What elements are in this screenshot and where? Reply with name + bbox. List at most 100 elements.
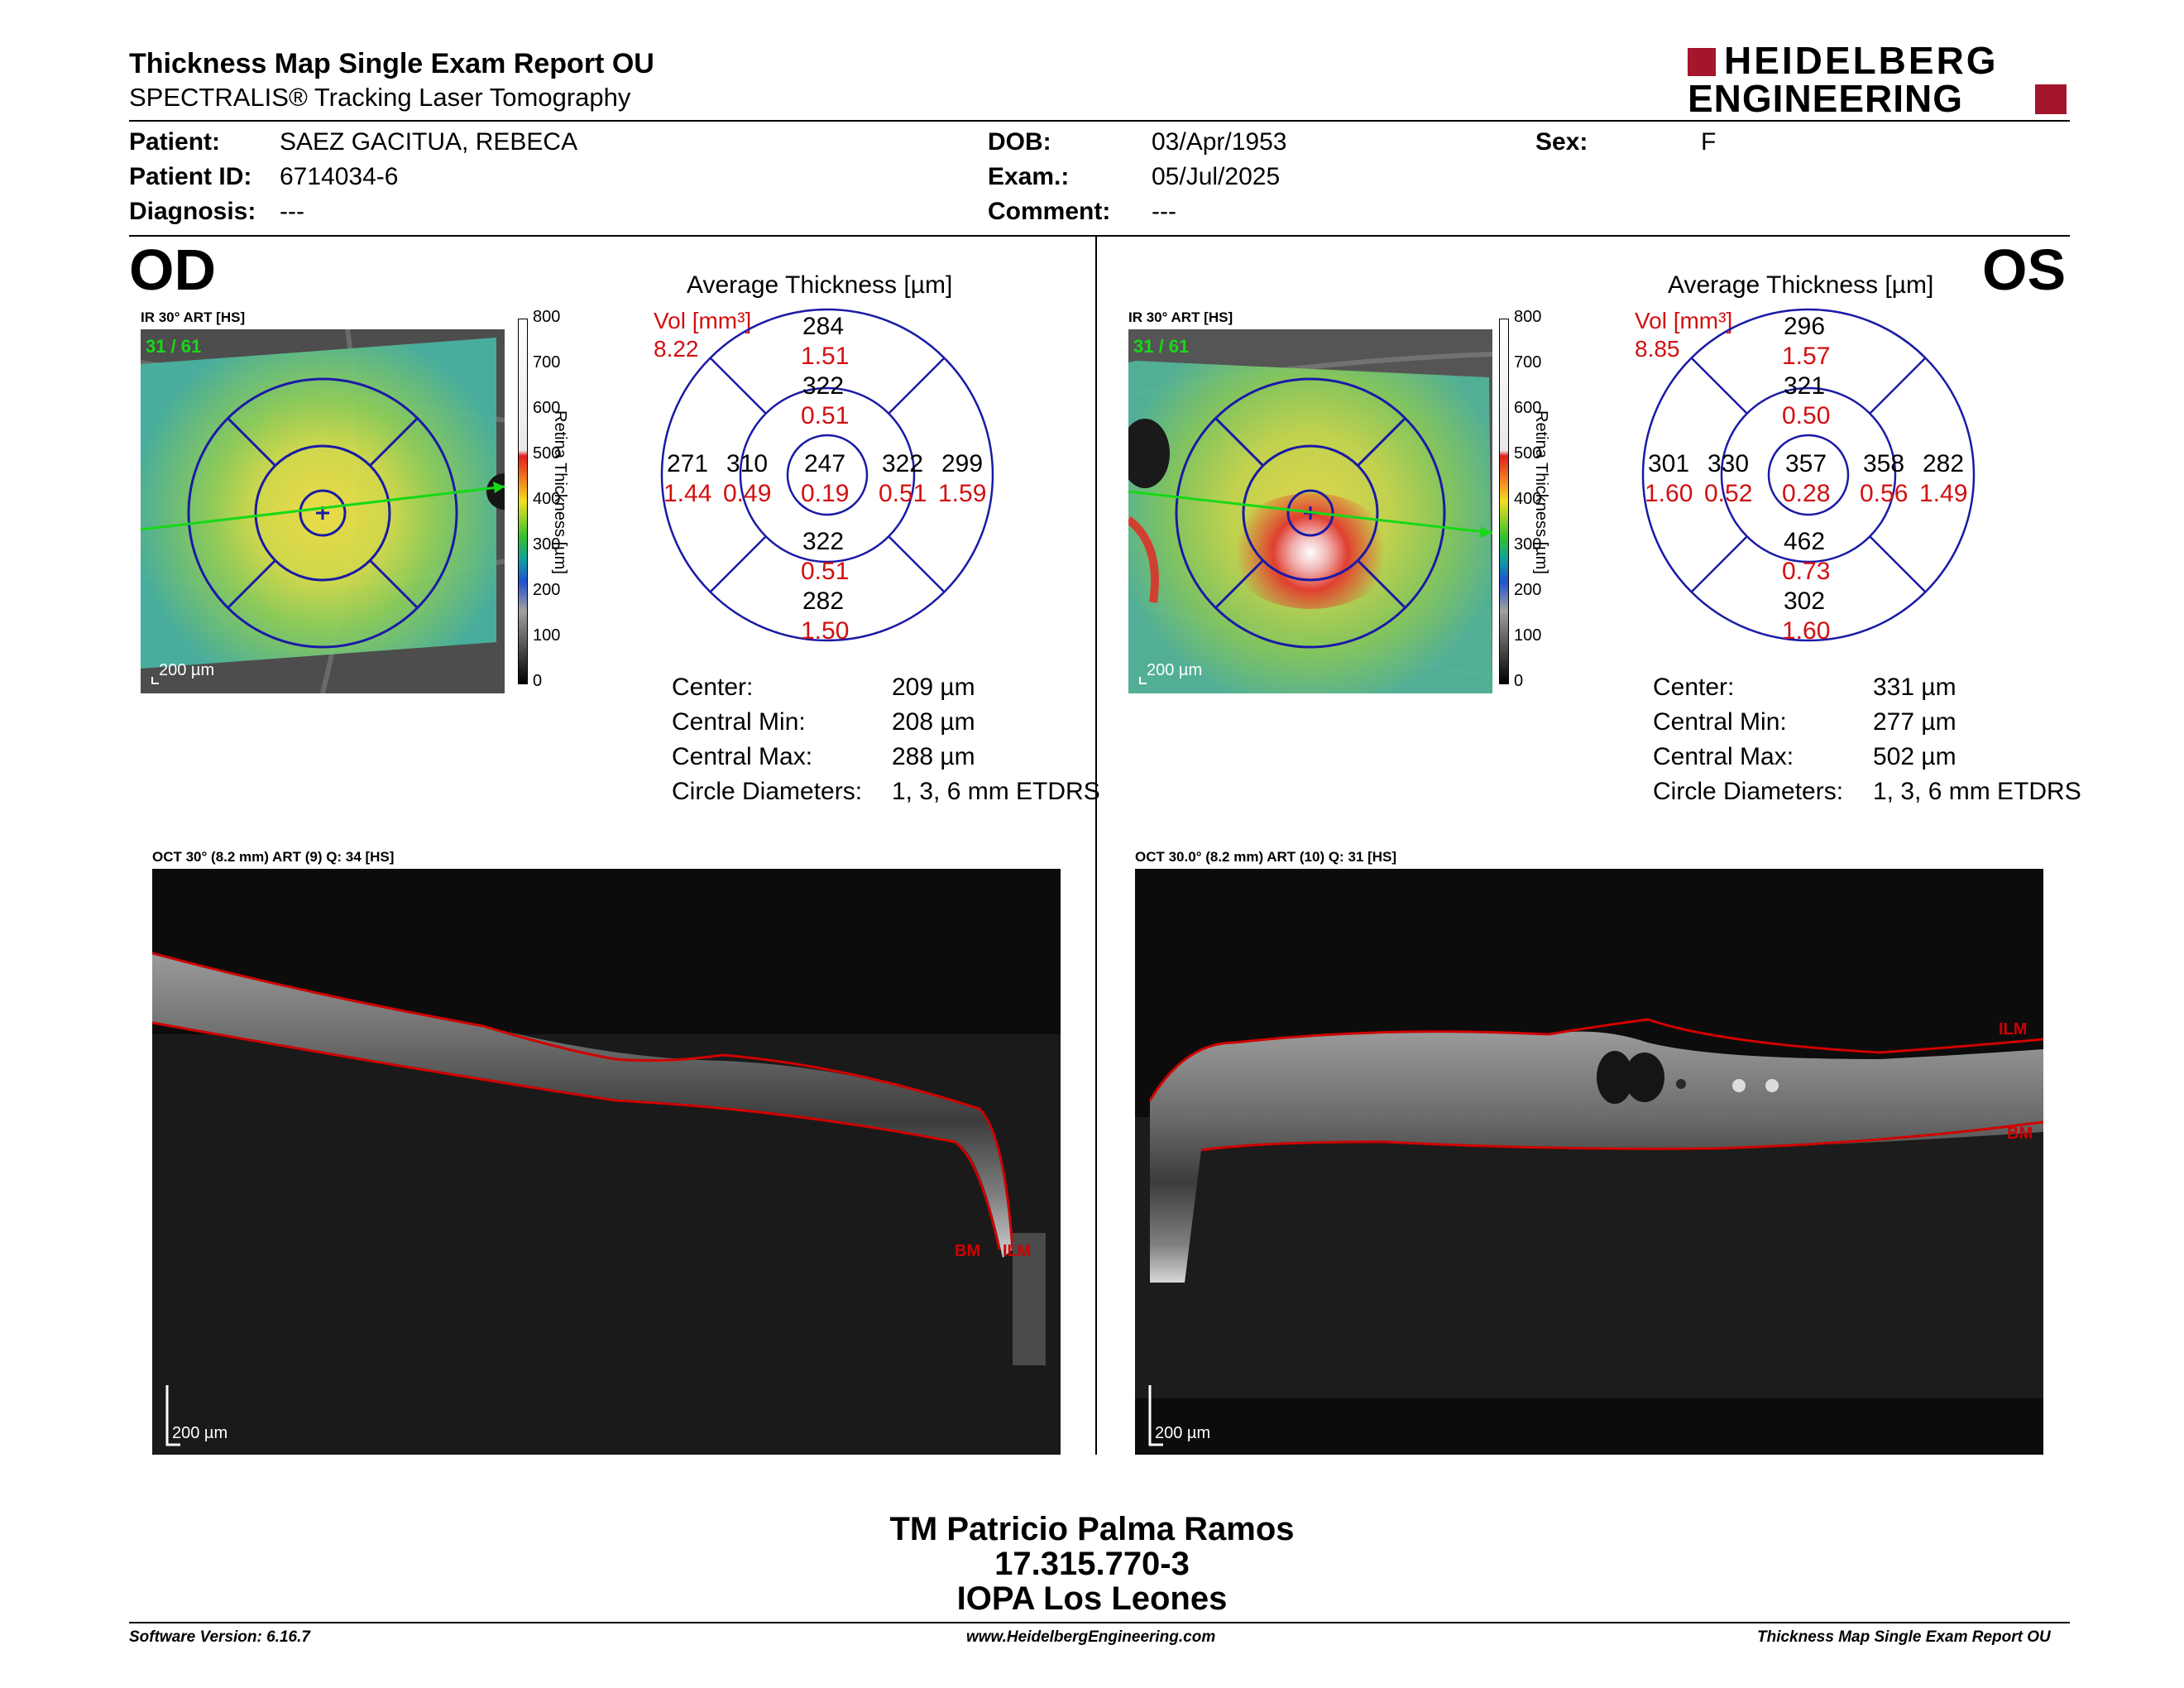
os-diam-value: 1, 3, 6 mm ETDRS: [1873, 778, 2081, 805]
od-bottom-inner: 322: [802, 528, 845, 555]
center-divider: [1095, 237, 1097, 1455]
od-frames-label: 31 / 61: [146, 336, 201, 357]
logo-square-bottom: [2035, 84, 2067, 114]
os-top-outer: 296: [1784, 313, 1826, 340]
os-nasal-outer: 301: [1648, 450, 1690, 477]
diagnosis-value: ---: [280, 198, 304, 225]
od-etdrs-title: Average Thickness [µm]: [687, 271, 953, 299]
od-eye-label: OD: [129, 237, 216, 302]
signature-rut: 17.315.770-3: [994, 1546, 1190, 1582]
patient-id-label: Patient ID:: [129, 163, 252, 190]
sex-label: Sex:: [1535, 128, 1588, 156]
os-colorbar-label: Retina Thickness [µm]: [1532, 410, 1550, 574]
sex-value: F: [1701, 128, 1717, 156]
od-top-inner: 322: [802, 372, 845, 400]
patient-divider: [129, 235, 2070, 237]
website-link[interactable]: www.HeidelbergEngineering.com: [966, 1628, 1216, 1646]
os-min-value: 277 µm: [1873, 708, 1956, 736]
logo-square-top: [1688, 48, 1716, 76]
od-center: 247: [804, 450, 846, 477]
os-bm-label: BM: [2007, 1125, 2033, 1143]
od-nasal-outer-vol: 1.44: [663, 480, 712, 507]
os-vol-label: Vol [mm³]: [1635, 308, 1733, 333]
od-colorbar-tick: 0: [533, 672, 543, 690]
os-top-inner: 321: [1784, 372, 1826, 400]
os-top-inner-vol: 0.50: [1782, 402, 1831, 429]
heidelberg-logo: HEIDELBERG ENGINEERING: [1688, 41, 2068, 120]
od-diam-value: 1, 3, 6 mm ETDRS: [892, 778, 1100, 805]
os-oct-scan: ILM BM 200 µm: [1135, 869, 2043, 1455]
od-temporal-inner: 322: [882, 450, 924, 477]
os-center-value: 331 µm: [1873, 674, 1956, 701]
signature-institution: IOPA Los Leones: [956, 1580, 1228, 1617]
exam-value: 05/Jul/2025: [1152, 163, 1281, 190]
os-max-value: 502 µm: [1873, 743, 1956, 770]
od-oct-scale: 200 µm: [172, 1424, 228, 1442]
od-oct-scan: BM ILM 200 µm: [152, 869, 1061, 1455]
os-bottom-outer: 302: [1784, 587, 1826, 615]
comment-label: Comment:: [988, 198, 1111, 225]
os-bottom-inner-vol: 0.73: [1782, 558, 1831, 585]
comment-value: ---: [1152, 198, 1176, 225]
os-temporal-inner: 358: [1863, 450, 1905, 477]
os-etdrs-title: Average Thickness [µm]: [1668, 271, 1934, 299]
footer-divider: [129, 1622, 2070, 1623]
os-thickness-map: 31 / 61 200 µm: [1128, 329, 1492, 693]
dob-value: 03/Apr/1953: [1152, 128, 1287, 156]
od-etdrs-grid: [660, 308, 994, 642]
os-temporal-outer: 282: [1923, 450, 1965, 477]
od-colorbar-tick: 400: [533, 490, 561, 508]
od-colorbar-tick: 800: [533, 308, 561, 326]
od-nasal-outer: 271: [667, 450, 709, 477]
od-bottom-outer-vol: 1.50: [801, 617, 850, 645]
od-colorbar-tick: 600: [533, 399, 561, 417]
diagnosis-label: Diagnosis:: [129, 198, 256, 225]
od-vol-label: Vol [mm³]: [654, 308, 752, 333]
od-vol-value: 8.22: [654, 336, 699, 362]
report-title: Thickness Map Single Exam Report OU: [129, 48, 654, 79]
os-center: 357: [1785, 450, 1827, 477]
od-colorbar-label: Retina Thickness [µm]: [551, 410, 569, 574]
os-nasal-inner-vol: 0.52: [1704, 480, 1753, 507]
os-etdrs-grid: [1641, 308, 1976, 642]
od-max-value: 288 µm: [892, 743, 975, 770]
od-temporal-outer: 299: [941, 450, 984, 477]
os-nasal-outer-vol: 1.60: [1645, 480, 1693, 507]
os-colorbar-tick: 100: [1514, 626, 1542, 645]
header-divider: [129, 120, 2070, 122]
os-eye-label: OS: [1982, 237, 2067, 302]
os-colorbar-tick: 400: [1514, 490, 1542, 508]
os-ilm-label: ILM: [1999, 1020, 2027, 1038]
od-top-outer-vol: 1.51: [801, 343, 850, 370]
od-top-outer: 284: [802, 313, 845, 340]
os-oct-caption: OCT 30.0° (8.2 mm) ART (10) Q: 31 [HS]: [1135, 849, 1397, 865]
os-frames-label: 31 / 61: [1133, 336, 1189, 357]
os-nasal-inner: 330: [1707, 450, 1750, 477]
od-oct-caption: OCT 30° (8.2 mm) ART (9) Q: 34 [HS]: [152, 849, 395, 865]
od-colorbar: [518, 319, 528, 684]
od-ilm-label: ILM: [1003, 1242, 1031, 1260]
os-colorbar: [1499, 319, 1509, 684]
od-center-value: 209 µm: [892, 674, 975, 701]
os-vol-value: 8.85: [1635, 336, 1680, 362]
od-temporal-inner-vol: 0.51: [879, 480, 927, 507]
os-bottom-inner: 462: [1784, 528, 1826, 555]
os-min-label: Central Min:: [1653, 708, 1787, 736]
os-scale-label: 200 µm: [1147, 661, 1202, 679]
od-bottom-inner-vol: 0.51: [801, 558, 850, 585]
od-colorbar-tick: 300: [533, 535, 561, 554]
dob-label: DOB:: [988, 128, 1051, 156]
os-colorbar-tick: 700: [1514, 353, 1542, 372]
od-max-label: Central Max:: [672, 743, 813, 770]
os-colorbar-tick: 0: [1514, 672, 1524, 690]
os-center-vol: 0.28: [1782, 480, 1831, 507]
od-colorbar-tick: 100: [533, 626, 561, 645]
od-top-inner-vol: 0.51: [801, 402, 850, 429]
od-colorbar-tick: 700: [533, 353, 561, 372]
os-colorbar-tick: 300: [1514, 535, 1542, 554]
od-center-label: Center:: [672, 674, 754, 701]
od-center-vol: 0.19: [801, 480, 850, 507]
od-colorbar-tick: 200: [533, 581, 561, 599]
logo-text-line2: ENGINEERING: [1688, 77, 1964, 120]
exam-label: Exam.:: [988, 163, 1070, 190]
